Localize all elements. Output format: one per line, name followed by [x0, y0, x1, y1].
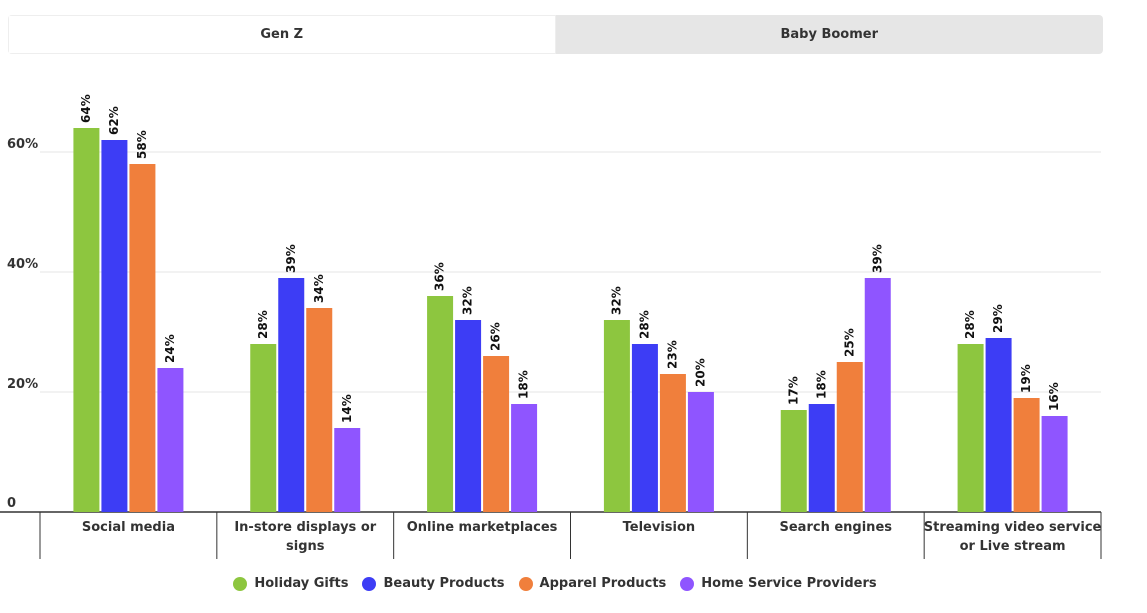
y-tick-label-0: 0: [7, 496, 16, 511]
bar-television-beauty-products: [631, 344, 658, 512]
category-label-online-marketplaces: Online marketplaces: [407, 520, 558, 535]
data-label-online-marketplaces-apparel-products: 26%: [489, 322, 503, 351]
bar-online-marketplaces-apparel-products: [483, 356, 510, 512]
data-label-in-store-displays-or-signs-beauty-products: 39%: [284, 244, 298, 273]
legend-item-beauty-products[interactable]: Beauty Products: [362, 576, 505, 591]
legend-item-apparel-products[interactable]: Apparel Products: [518, 576, 667, 591]
legend-label-home-service-providers: Home Service Providers: [701, 576, 877, 591]
bar-television-home-service-providers: [687, 392, 714, 512]
category-label-in-store-displays-or-signs-line-1: signs: [286, 539, 325, 554]
legend-dot-home-service-providers: [680, 576, 695, 591]
bar-streaming-video-service-or-live-stream-apparel-products: [1013, 398, 1040, 512]
bar-in-store-displays-or-signs-home-service-providers: [334, 428, 361, 512]
legend-label-holiday-gifts: Holiday Gifts: [254, 576, 349, 591]
data-label-in-store-displays-or-signs-apparel-products: 34%: [312, 274, 326, 303]
data-label-search-engines-home-service-providers: 39%: [870, 244, 884, 273]
bar-television-apparel-products: [659, 374, 686, 512]
data-label-streaming-video-service-or-live-stream-home-service-providers: 16%: [1047, 382, 1061, 411]
data-label-online-marketplaces-home-service-providers: 18%: [517, 370, 531, 399]
category-label-streaming-video-service-or-live-stream-line-0: Streaming video service: [924, 520, 1102, 535]
bar-online-marketplaces-home-service-providers: [511, 404, 538, 512]
bar-television-holiday-gifts: [603, 320, 630, 512]
data-label-search-engines-beauty-products: 18%: [814, 370, 828, 399]
data-label-social-media-holiday-gifts: 64%: [79, 94, 93, 123]
bar-streaming-video-service-or-live-stream-holiday-gifts: [957, 344, 984, 512]
bar-in-store-displays-or-signs-beauty-products: [278, 278, 305, 512]
audience-tab-bar: Gen Z Baby Boomer: [8, 15, 1103, 54]
data-label-search-engines-apparel-products: 25%: [842, 328, 856, 357]
data-label-social-media-apparel-products: 58%: [135, 130, 149, 159]
bar-social-media-home-service-providers: [157, 368, 184, 512]
bar-search-engines-home-service-providers: [864, 278, 891, 512]
category-label-streaming-video-service-or-live-stream-line-1: or Live stream: [960, 539, 1066, 554]
legend-dot-apparel-products: [518, 576, 533, 591]
bar-chart: 0 20% 40% 60% 64% 62% 58% 24% Social media 28% 39%…: [0, 94, 1102, 559]
y-tick-label-20: 20%: [7, 377, 38, 392]
bar-in-store-displays-or-signs-apparel-products: [306, 308, 333, 512]
data-label-search-engines-holiday-gifts: 17%: [786, 376, 800, 405]
data-label-online-marketplaces-beauty-products: 32%: [461, 286, 475, 315]
bar-streaming-video-service-or-live-stream-home-service-providers: [1041, 416, 1068, 512]
data-label-streaming-video-service-or-live-stream-apparel-products: 19%: [1019, 364, 1033, 393]
bar-search-engines-apparel-products: [836, 362, 863, 512]
bar-online-marketplaces-beauty-products: [455, 320, 482, 512]
legend-label-beauty-products: Beauty Products: [383, 576, 505, 591]
category-label-search-engines: Search engines: [780, 520, 893, 535]
bar-in-store-displays-or-signs-holiday-gifts: [250, 344, 277, 512]
data-label-television-holiday-gifts: 32%: [609, 286, 623, 315]
y-tick-label-40: 40%: [7, 257, 38, 272]
bar-streaming-video-service-or-live-stream-beauty-products: [985, 338, 1012, 512]
data-label-social-media-home-service-providers: 24%: [163, 334, 177, 363]
legend-label-apparel-products: Apparel Products: [539, 576, 667, 591]
tab-gen-z[interactable]: Gen Z: [8, 15, 556, 54]
data-label-television-home-service-providers: 20%: [693, 358, 707, 387]
category-label-in-store-displays-or-signs-line-0: In-store displays or: [234, 520, 376, 535]
bar-social-media-holiday-gifts: [73, 128, 100, 512]
data-label-online-marketplaces-holiday-gifts: 36%: [433, 262, 447, 291]
legend-item-home-service-providers[interactable]: Home Service Providers: [680, 576, 877, 591]
category-label-television: Television: [623, 520, 696, 535]
data-label-streaming-video-service-or-live-stream-beauty-products: 29%: [991, 304, 1005, 333]
bar-search-engines-holiday-gifts: [780, 410, 807, 512]
data-label-in-store-displays-or-signs-holiday-gifts: 28%: [256, 310, 270, 339]
data-label-television-apparel-products: 23%: [665, 340, 679, 369]
data-label-streaming-video-service-or-live-stream-holiday-gifts: 28%: [963, 310, 977, 339]
y-tick-label-60: 60%: [7, 137, 38, 152]
legend-dot-beauty-products: [362, 576, 377, 591]
tab-baby-boomer[interactable]: Baby Boomer: [780, 27, 879, 42]
category-label-social-media: Social media: [82, 520, 175, 535]
legend-item-holiday-gifts[interactable]: Holiday Gifts: [233, 576, 348, 591]
bar-online-marketplaces-holiday-gifts: [427, 296, 454, 512]
bar-search-engines-beauty-products: [808, 404, 835, 512]
data-label-social-media-beauty-products: 62%: [107, 106, 121, 135]
legend-dot-holiday-gifts: [233, 576, 248, 591]
data-label-television-beauty-products: 28%: [637, 310, 651, 339]
bar-social-media-beauty-products: [101, 140, 128, 512]
data-label-in-store-displays-or-signs-home-service-providers: 14%: [340, 394, 354, 423]
chart-legend: Holiday Gifts Beauty Products Apparel Pr…: [0, 576, 1110, 591]
bar-social-media-apparel-products: [129, 164, 156, 512]
